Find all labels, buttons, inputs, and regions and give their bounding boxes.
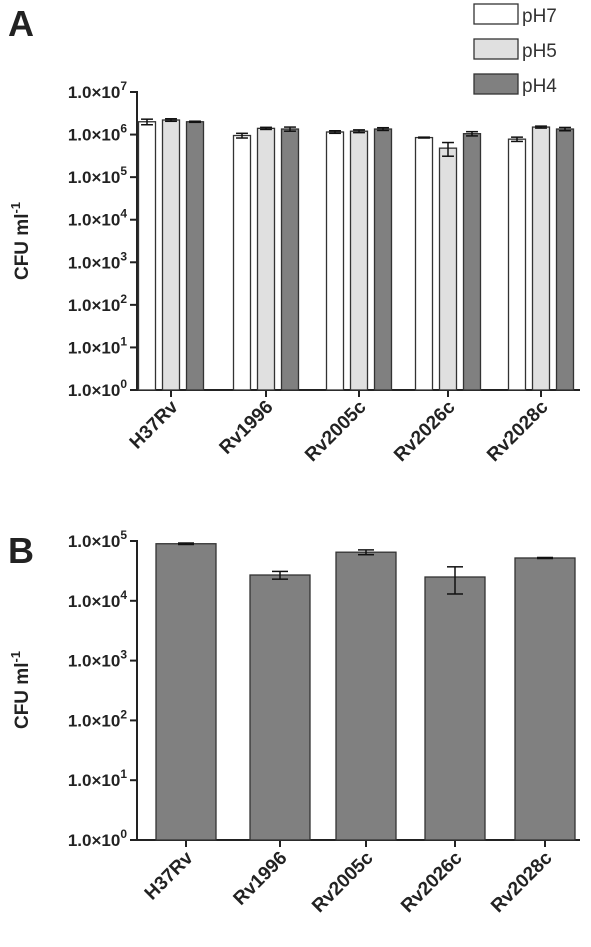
bar xyxy=(414,136,434,391)
y-tick-label: 1.0×101 xyxy=(68,767,127,790)
bar xyxy=(161,119,181,391)
y-tick-label: 1.0×104 xyxy=(68,588,127,611)
legend-label: pH5 xyxy=(522,41,557,62)
y-tick-label: 1.0×103 xyxy=(68,249,127,272)
legend-swatch xyxy=(473,3,519,25)
bar xyxy=(462,133,482,391)
bar xyxy=(531,126,551,391)
x-category-label: H37Rv xyxy=(141,847,198,904)
legend-swatch xyxy=(473,38,519,60)
x-category-label: Rv2005c xyxy=(301,396,371,466)
legend-label: pH7 xyxy=(522,6,557,27)
x-category-label: Rv2028c xyxy=(483,396,553,466)
bar xyxy=(232,134,252,391)
panel-label: A xyxy=(8,3,34,44)
y-tick-label: 1.0×107 xyxy=(68,79,127,102)
bar xyxy=(335,551,397,841)
bar xyxy=(137,121,157,391)
y-tick-label: 1.0×106 xyxy=(68,122,127,145)
bar xyxy=(373,128,393,391)
y-tick-label: 1.0×105 xyxy=(68,164,127,187)
x-category-label: Rv2005c xyxy=(308,847,378,917)
y-tick-label: 1.0×102 xyxy=(68,292,127,315)
chart-panel-a: A 1.0×100 1.0×101 1.0×102 1.0×103 1.0×104 1.0×… xyxy=(8,3,580,466)
y-axis-title: CFU ml-1 xyxy=(8,651,33,729)
bar xyxy=(256,127,276,391)
bar xyxy=(555,128,575,391)
y-axis-title: CFU ml-1 xyxy=(8,202,33,280)
x-category-label: H37Rv xyxy=(126,396,183,453)
bar xyxy=(155,543,217,841)
bar xyxy=(507,138,527,391)
bar xyxy=(249,574,311,841)
bar xyxy=(185,121,205,391)
x-category-label: Rv2028c xyxy=(487,847,557,917)
x-category-label: Rv1996 xyxy=(216,397,278,459)
y-tick-label: 1.0×104 xyxy=(68,207,127,230)
chart-panel-b: B 1.0×100 1.0×101 1.0×102 1.0×103 1.0×104 1.0×… xyxy=(8,528,580,917)
panel-label: B xyxy=(8,530,34,571)
legend-label: pH4 xyxy=(522,76,557,97)
bar xyxy=(325,131,345,391)
y-tick-label: 1.0×102 xyxy=(68,707,127,730)
bar xyxy=(424,576,486,841)
y-tick-label: 1.0×105 xyxy=(68,528,127,551)
bar xyxy=(280,128,300,391)
y-tick-label: 1.0×100 xyxy=(68,377,127,400)
x-category-label: Rv2026c xyxy=(397,847,467,917)
y-tick-label: 1.0×100 xyxy=(68,827,127,850)
bar xyxy=(349,130,369,391)
x-category-label: Rv1996 xyxy=(230,848,292,910)
bar xyxy=(438,147,458,391)
y-tick-label: 1.0×101 xyxy=(68,334,127,357)
bar xyxy=(514,557,576,841)
x-category-label: Rv2026c xyxy=(390,396,460,466)
legend-swatch xyxy=(473,73,519,95)
y-tick-label: 1.0×103 xyxy=(68,648,127,671)
